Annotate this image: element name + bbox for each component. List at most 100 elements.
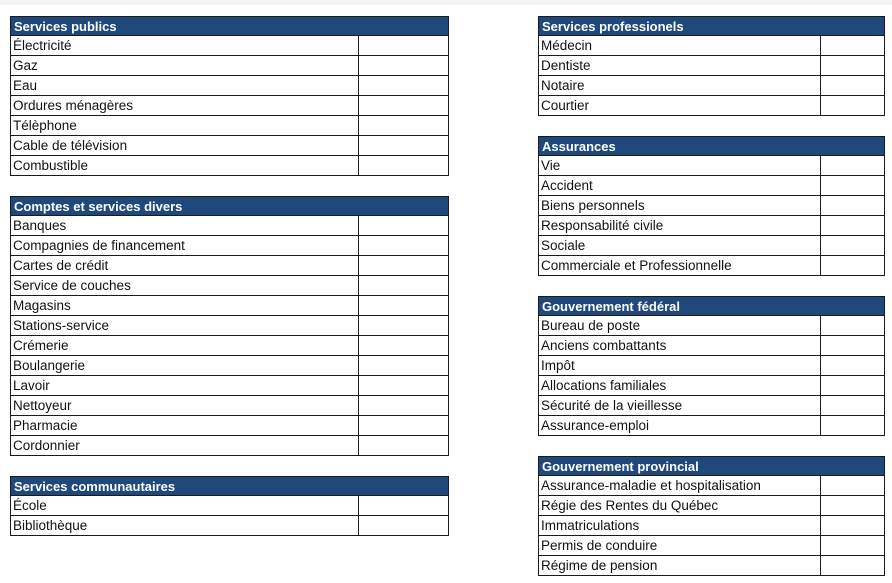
row-label: Vie — [541, 158, 561, 173]
value-cell[interactable] — [358, 516, 448, 535]
table-row: Lavoir — [10, 376, 449, 396]
table-row: Régie des Rentes du Québec — [538, 496, 885, 516]
value-cell[interactable] — [820, 256, 884, 275]
value-cell[interactable] — [358, 236, 448, 255]
value-cell[interactable] — [358, 336, 448, 355]
value-cell[interactable] — [358, 296, 448, 315]
value-cell[interactable] — [820, 416, 884, 435]
section-assurances: Assurances Vie Accident Biens personnels Res… — [538, 136, 885, 276]
table-row: Notaire — [538, 76, 885, 96]
value-cell[interactable] — [358, 116, 448, 135]
value-cell[interactable] — [358, 436, 448, 455]
value-cell[interactable] — [358, 356, 448, 375]
value-cell[interactable] — [358, 276, 448, 295]
value-cell[interactable] — [820, 556, 884, 575]
row-label: Notaire — [541, 78, 585, 93]
row-label: Responsabilité civile — [541, 218, 664, 233]
section-gouvernement-provincial: Gouvernement provincial Assurance-maladie… — [538, 456, 885, 576]
table-row: Immatriculations — [538, 516, 885, 536]
table-row: Vie — [538, 156, 885, 176]
table-row: Sociale — [538, 236, 885, 256]
table-row: Stations-service — [10, 316, 449, 336]
table-row: Accident — [538, 176, 885, 196]
value-cell[interactable] — [358, 256, 448, 275]
row-label: Cable de télévision — [13, 138, 128, 153]
value-cell[interactable] — [820, 96, 884, 115]
value-cell[interactable] — [358, 56, 448, 75]
value-cell[interactable] — [358, 156, 448, 175]
section-header: Services communautaires — [10, 476, 449, 496]
value-cell[interactable] — [820, 76, 884, 95]
value-cell[interactable] — [820, 496, 884, 515]
row-label: Cordonnier — [13, 438, 80, 453]
value-cell[interactable] — [820, 216, 884, 235]
table-row: Eau — [10, 76, 449, 96]
table-row: Compagnies de financement — [10, 236, 449, 256]
value-cell[interactable] — [358, 76, 448, 95]
table-row: Sécurité de la vieillesse — [538, 396, 885, 416]
value-cell[interactable] — [820, 36, 884, 55]
row-label: Ordures ménagères — [13, 98, 134, 113]
row-label: Sociale — [541, 238, 586, 253]
value-cell[interactable] — [820, 476, 884, 495]
table-row: Télèphone — [10, 116, 449, 136]
table-row: Cordonnier — [10, 436, 449, 456]
row-label: Stations-service — [13, 318, 110, 333]
value-cell[interactable] — [820, 156, 884, 175]
value-cell[interactable] — [820, 336, 884, 355]
row-label: Anciens combattants — [541, 338, 667, 353]
row-label: Crémerie — [13, 338, 69, 353]
table-row: Anciens combattants — [538, 336, 885, 356]
row-label: Combustible — [13, 158, 89, 173]
row-label: Pharmacie — [13, 418, 78, 433]
table-row: Régime de pension — [538, 556, 885, 576]
row-label: Magasins — [13, 298, 71, 313]
value-cell[interactable] — [820, 516, 884, 535]
table-row: Commerciale et Professionnelle — [538, 256, 885, 276]
value-cell[interactable] — [820, 396, 884, 415]
section-comptes-services-divers: Comptes et services divers Banques Compagn… — [10, 196, 449, 456]
value-cell[interactable] — [358, 376, 448, 395]
table-row: Médecin — [538, 36, 885, 56]
value-cell[interactable] — [358, 216, 448, 235]
value-cell[interactable] — [358, 316, 448, 335]
section-header: Services professionels — [538, 16, 885, 36]
table-row: Combustible — [10, 156, 449, 176]
row-label: Courtier — [541, 98, 590, 113]
row-label: Biens personnels — [541, 198, 645, 213]
value-cell[interactable] — [358, 396, 448, 415]
value-cell[interactable] — [358, 96, 448, 115]
value-cell[interactable] — [358, 496, 448, 515]
value-cell[interactable] — [820, 536, 884, 555]
value-cell[interactable] — [820, 236, 884, 255]
table-row: Magasins — [10, 296, 449, 316]
value-cell[interactable] — [820, 196, 884, 215]
row-label: Allocations familiales — [541, 378, 667, 393]
value-cell[interactable] — [820, 316, 884, 335]
value-cell[interactable] — [820, 376, 884, 395]
table-row: Gaz — [10, 56, 449, 76]
row-label: Compagnies de financement — [13, 238, 185, 253]
value-cell[interactable] — [358, 136, 448, 155]
table-row: Service de couches — [10, 276, 449, 296]
row-label: Régime de pension — [541, 558, 658, 573]
row-label: Immatriculations — [541, 518, 640, 533]
value-cell[interactable] — [820, 356, 884, 375]
row-label: Bibliothèque — [13, 518, 88, 533]
table-row: Cartes de crédit — [10, 256, 449, 276]
value-cell[interactable] — [358, 36, 448, 55]
table-row: Banques — [10, 216, 449, 236]
table-row: Crémerie — [10, 336, 449, 356]
row-label: Bureau de poste — [541, 318, 641, 333]
row-label: Médecin — [541, 38, 593, 53]
row-label: Banques — [13, 218, 67, 233]
table-row: Cable de télévision — [10, 136, 449, 156]
row-label: Commerciale et Professionnelle — [541, 258, 732, 273]
table-row: Pharmacie — [10, 416, 449, 436]
value-cell[interactable] — [358, 416, 448, 435]
section-services-professionels: Services professionels Médecin Dentiste Not… — [538, 16, 885, 116]
row-label: Électricité — [13, 38, 72, 53]
value-cell[interactable] — [820, 176, 884, 195]
value-cell[interactable] — [820, 56, 884, 75]
row-label: Dentiste — [541, 58, 591, 73]
